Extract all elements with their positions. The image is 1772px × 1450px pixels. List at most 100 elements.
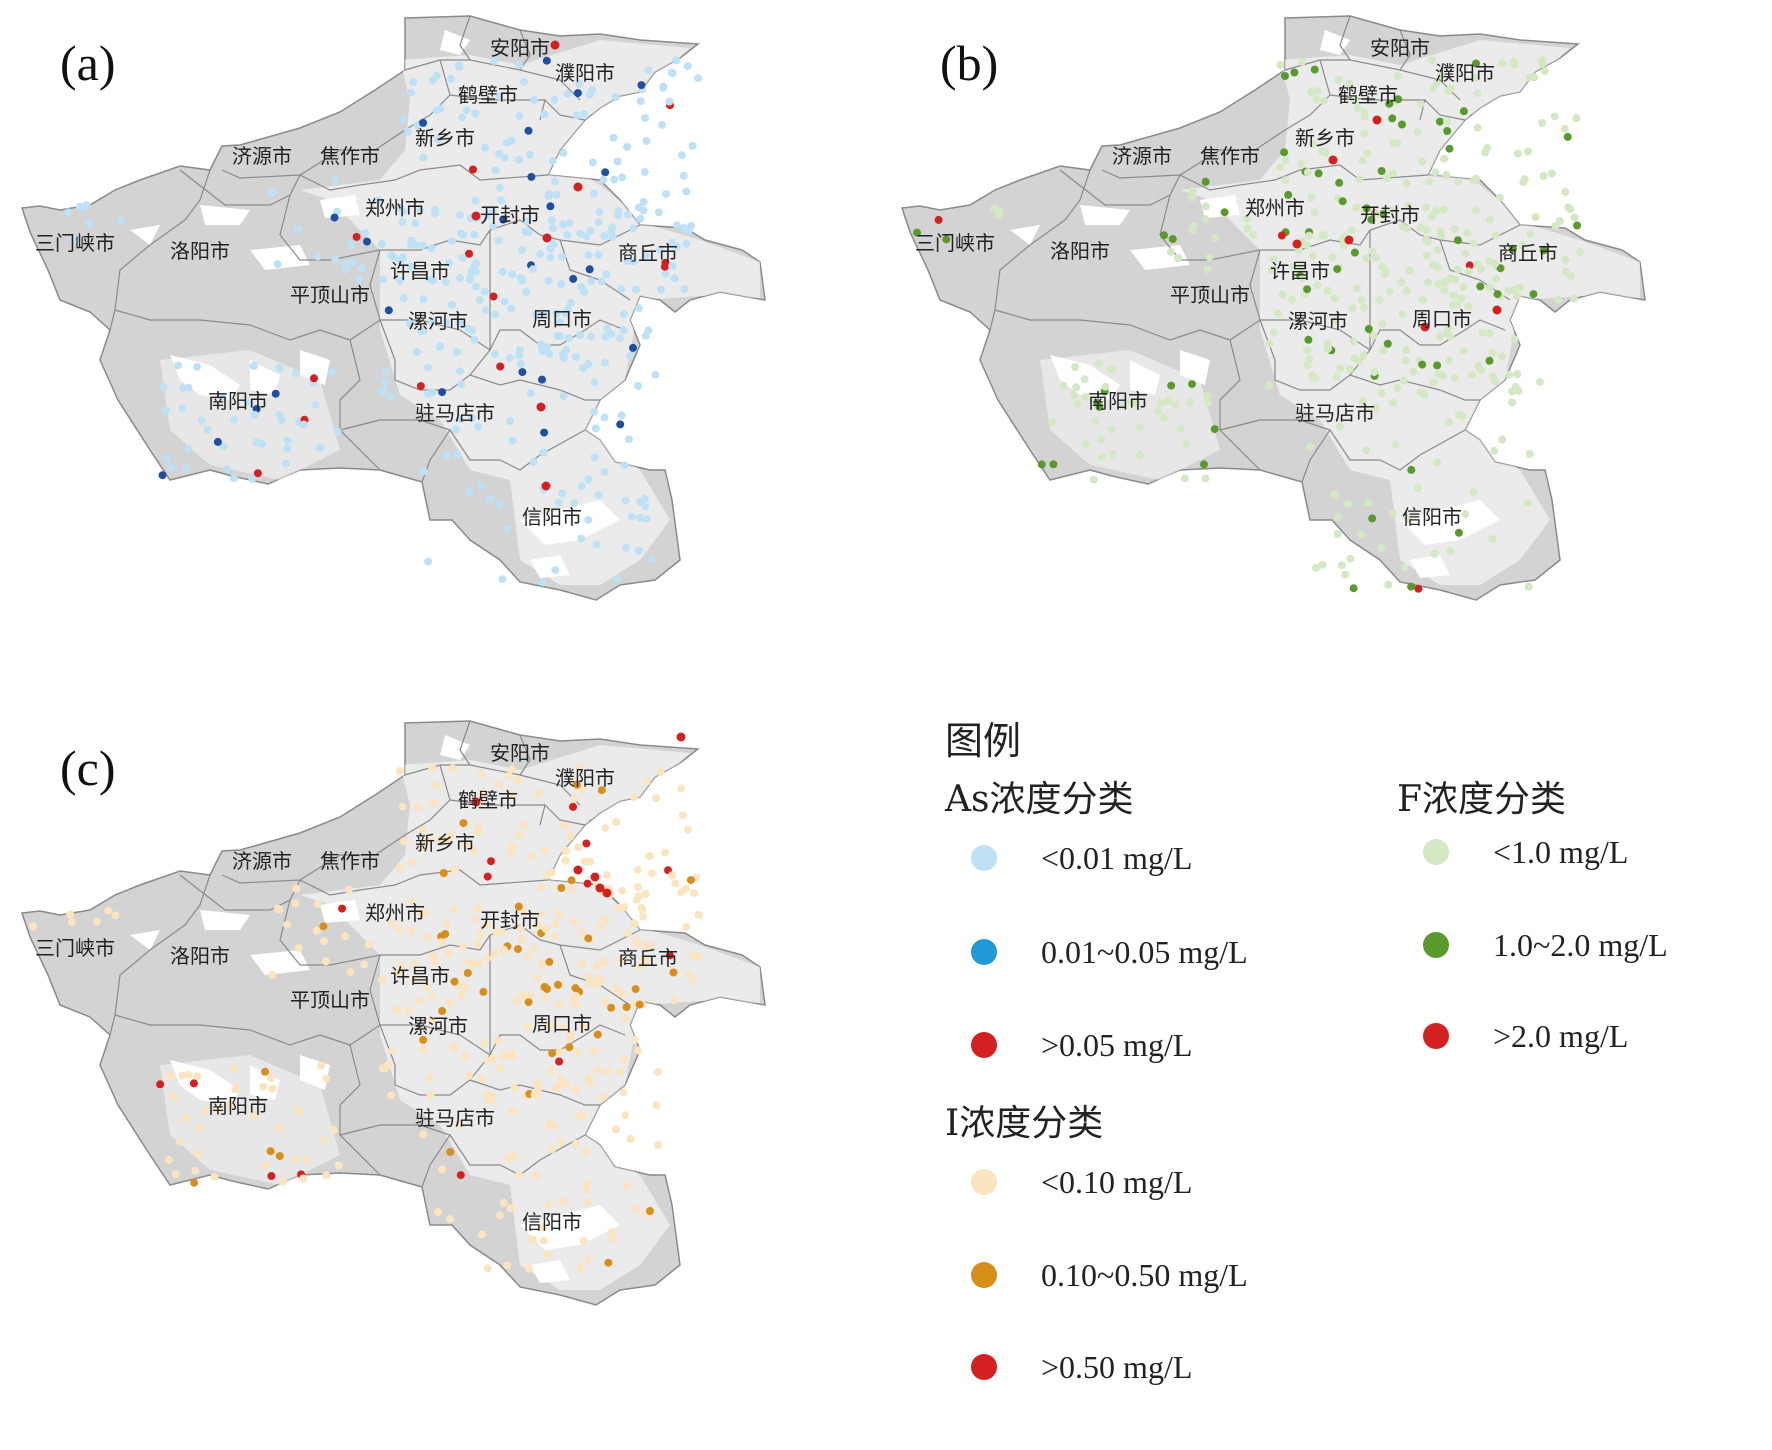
sample-point <box>70 235 79 243</box>
sample-point <box>507 842 516 850</box>
city-label-shangqiu: 商丘市 <box>618 241 678 265</box>
sample-point <box>584 360 593 369</box>
city-boundary <box>1229 319 1371 391</box>
sample-point <box>1314 169 1323 178</box>
sample-point <box>590 189 598 198</box>
city-label-zhoukou: 周口市 <box>532 1012 592 1036</box>
sample-point <box>438 1165 447 1174</box>
sample-point <box>558 252 567 261</box>
legend-item-f-mid: 1.0~2.0 mg/L <box>1423 925 1668 965</box>
sample-point <box>1569 294 1578 303</box>
sample-point <box>1433 263 1442 272</box>
sample-point <box>419 295 428 304</box>
sample-point <box>601 823 610 832</box>
plain-area <box>1130 360 1160 395</box>
sample-point <box>1201 177 1210 186</box>
city-label-zhengzhou: 郑州市 <box>365 196 425 220</box>
sample-point <box>515 351 523 360</box>
sample-point <box>467 326 476 335</box>
sample-point <box>537 910 546 919</box>
sample-point <box>1348 304 1357 313</box>
sample-point <box>529 457 538 466</box>
sample-point <box>622 543 631 552</box>
legend-item-f-high: >2.0 mg/L <box>1423 1016 1628 1056</box>
sample-point <box>543 343 552 352</box>
sample-point <box>1080 375 1089 384</box>
sample-point <box>1421 235 1430 244</box>
sample-point <box>1433 361 1442 370</box>
sample-point <box>610 175 619 184</box>
sample-point <box>456 1171 465 1180</box>
sample-point <box>1485 283 1494 292</box>
sample-point <box>462 106 471 115</box>
sample-point <box>423 836 432 845</box>
sample-point <box>631 1204 640 1213</box>
sample-point <box>1372 209 1381 218</box>
sample-point <box>577 482 586 491</box>
sample-point <box>1188 193 1196 202</box>
sample-point <box>594 218 603 227</box>
sample-point <box>210 1172 219 1181</box>
sample-point <box>580 110 588 118</box>
sample-point <box>1203 392 1212 401</box>
sample-point <box>1436 332 1445 341</box>
city-boundary <box>1349 374 1480 401</box>
sample-point <box>1362 254 1371 263</box>
sample-point <box>619 1088 628 1097</box>
map-layer <box>20 720 766 1306</box>
sample-point <box>456 274 465 283</box>
sample-point <box>419 118 428 127</box>
sample-point <box>574 843 583 852</box>
plain-area <box>300 350 330 385</box>
sample-point <box>1385 287 1394 296</box>
city-label-kaifeng: 开封市 <box>480 203 540 227</box>
city-boundary <box>279 194 641 261</box>
sample-point <box>1510 335 1519 344</box>
sample-point <box>1498 59 1507 68</box>
sample-point <box>342 260 351 269</box>
sample-point <box>1188 187 1197 195</box>
sample-point <box>159 383 168 392</box>
sample-point <box>1362 446 1371 455</box>
sample-point <box>1136 450 1144 459</box>
sample-point <box>379 275 388 284</box>
sample-point <box>656 767 665 776</box>
sample-point <box>1336 422 1345 431</box>
sample-point <box>470 230 479 239</box>
sample-point <box>319 922 328 931</box>
sample-point <box>276 1124 284 1133</box>
sample-point <box>184 444 193 453</box>
sample-point <box>194 1124 203 1133</box>
sample-point <box>593 1030 602 1039</box>
city-boundary <box>539 803 586 826</box>
sample-point <box>322 957 330 966</box>
sample-point <box>1335 178 1344 187</box>
sample-point <box>1539 246 1548 255</box>
sample-point <box>1338 197 1347 206</box>
sample-point <box>1309 251 1317 260</box>
sample-point <box>586 857 595 866</box>
sample-point <box>1440 154 1449 163</box>
sample-point <box>567 298 575 307</box>
sample-point <box>1413 484 1422 493</box>
city-label-zhengzhou: 郑州市 <box>365 901 425 925</box>
sample-point <box>291 369 300 378</box>
sample-point <box>407 88 416 97</box>
city-label-xuchang: 许昌市 <box>390 259 450 283</box>
panel-label: (b) <box>940 35 999 91</box>
sample-point <box>528 265 537 274</box>
sample-point <box>1310 65 1319 74</box>
sample-point <box>476 930 485 939</box>
sample-point <box>1174 254 1183 262</box>
legend-swatch <box>971 1169 997 1195</box>
sample-point <box>544 1250 552 1259</box>
sample-point <box>447 237 456 246</box>
sample-point <box>595 883 605 893</box>
sample-point <box>612 1125 620 1134</box>
sample-point <box>1398 120 1406 129</box>
sample-point <box>1313 87 1322 95</box>
sample-point <box>322 1074 331 1083</box>
city-boundary <box>1219 419 1331 483</box>
sample-point <box>457 991 466 999</box>
